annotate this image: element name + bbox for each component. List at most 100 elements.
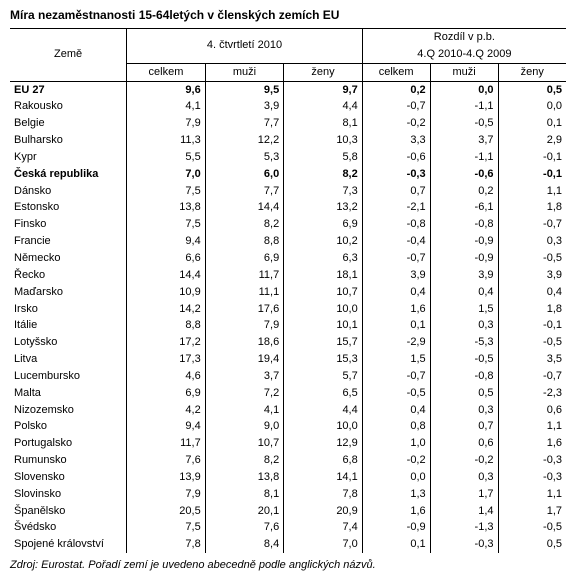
value-cell: 8,1 (205, 486, 284, 503)
value-cell: 3,9 (362, 267, 430, 284)
value-cell: -0,3 (498, 452, 566, 469)
value-cell: 8,8 (127, 317, 206, 334)
value-cell: 8,2 (284, 166, 363, 183)
value-cell: 6,9 (205, 250, 284, 267)
table-row: Finsko7,58,26,9-0,8-0,8-0,7 (10, 216, 566, 233)
table-header: Země 4. čtvrtletí 2010 Rozdíl v p.b. 4.Q… (10, 29, 566, 82)
value-cell: -1,3 (430, 519, 498, 536)
value-cell: -5,3 (430, 334, 498, 351)
value-cell: -0,7 (362, 368, 430, 385)
value-cell: 8,2 (205, 216, 284, 233)
value-cell: 1,1 (498, 418, 566, 435)
country-cell: Spojené království (10, 536, 127, 553)
value-cell: -0,3 (362, 166, 430, 183)
data-table: Země 4. čtvrtletí 2010 Rozdíl v p.b. 4.Q… (10, 28, 566, 553)
table-row: Estonsko13,814,413,2-2,1-6,11,8 (10, 199, 566, 216)
value-cell: 9,4 (127, 233, 206, 250)
value-cell: -0,7 (362, 98, 430, 115)
value-cell: 11,3 (127, 132, 206, 149)
value-cell: 3,9 (205, 98, 284, 115)
value-cell: 6,0 (205, 166, 284, 183)
country-cell: Irsko (10, 301, 127, 318)
value-cell: -0,5 (498, 519, 566, 536)
value-cell: 12,9 (284, 435, 363, 452)
value-cell: 6,9 (127, 385, 206, 402)
table-row: Spojené království7,88,47,00,1-0,30,5 (10, 536, 566, 553)
value-cell: 4,4 (284, 98, 363, 115)
value-cell: 7,2 (205, 385, 284, 402)
value-cell: 1,5 (362, 351, 430, 368)
value-cell: 7,8 (284, 486, 363, 503)
value-cell: -0,3 (498, 469, 566, 486)
col-zeny-1: ženy (284, 63, 363, 81)
value-cell: 1,6 (498, 435, 566, 452)
country-cell: EU 27 (10, 81, 127, 98)
value-cell: 7,0 (284, 536, 363, 553)
value-cell: 0,2 (362, 81, 430, 98)
col-group-diff-line1: Rozdíl v p.b. (362, 29, 566, 46)
value-cell: 13,9 (127, 469, 206, 486)
country-cell: Nizozemsko (10, 402, 127, 419)
value-cell: 0,6 (498, 402, 566, 419)
value-cell: -0,6 (430, 166, 498, 183)
value-cell: 10,7 (284, 284, 363, 301)
table-row: Řecko14,411,718,13,93,93,9 (10, 267, 566, 284)
table-row: Itálie8,87,910,10,10,3-0,1 (10, 317, 566, 334)
table-row: Maďarsko10,911,110,70,40,40,4 (10, 284, 566, 301)
country-cell: Rumunsko (10, 452, 127, 469)
col-group-q4-2010: 4. čtvrtletí 2010 (127, 29, 363, 64)
col-celkem-2: celkem (362, 63, 430, 81)
value-cell: 1,5 (430, 301, 498, 318)
value-cell: 10,3 (284, 132, 363, 149)
value-cell: 6,9 (284, 216, 363, 233)
value-cell: -0,5 (430, 115, 498, 132)
value-cell: 1,0 (362, 435, 430, 452)
country-cell: Rakousko (10, 98, 127, 115)
value-cell: 15,3 (284, 351, 363, 368)
col-muzi-1: muži (205, 63, 284, 81)
value-cell: 0,2 (430, 183, 498, 200)
col-group-diff-line2: 4.Q 2010-4.Q 2009 (362, 46, 566, 63)
value-cell: 7,3 (284, 183, 363, 200)
table-row: Německo6,66,96,3-0,7-0,9-0,5 (10, 250, 566, 267)
country-cell: Španělsko (10, 503, 127, 520)
table-row: Rakousko4,13,94,4-0,7-1,10,0 (10, 98, 566, 115)
value-cell: 0,1 (498, 115, 566, 132)
col-celkem-1: celkem (127, 63, 206, 81)
value-cell: 15,7 (284, 334, 363, 351)
country-cell: Bulharsko (10, 132, 127, 149)
value-cell: 9,6 (127, 81, 206, 98)
value-cell: 3,9 (498, 267, 566, 284)
value-cell: 20,5 (127, 503, 206, 520)
value-cell: 1,6 (362, 301, 430, 318)
value-cell: -0,8 (430, 368, 498, 385)
country-cell: Kypr (10, 149, 127, 166)
value-cell: 0,3 (430, 402, 498, 419)
value-cell: 7,0 (127, 166, 206, 183)
value-cell: -0,8 (362, 216, 430, 233)
value-cell: -0,5 (498, 334, 566, 351)
value-cell: 11,7 (127, 435, 206, 452)
value-cell: 11,1 (205, 284, 284, 301)
value-cell: 13,8 (127, 199, 206, 216)
value-cell: 7,5 (127, 183, 206, 200)
value-cell: 0,3 (498, 233, 566, 250)
value-cell: 5,8 (284, 149, 363, 166)
table-row: Česká republika7,06,08,2-0,3-0,6-0,1 (10, 166, 566, 183)
value-cell: -0,1 (498, 317, 566, 334)
value-cell: -0,5 (430, 351, 498, 368)
value-cell: 14,2 (127, 301, 206, 318)
value-cell: 4,1 (205, 402, 284, 419)
value-cell: 0,0 (430, 81, 498, 98)
value-cell: 10,7 (205, 435, 284, 452)
country-cell: Řecko (10, 267, 127, 284)
col-zeny-2: ženy (498, 63, 566, 81)
value-cell: 17,2 (127, 334, 206, 351)
col-country: Země (10, 29, 127, 82)
table-row: Rumunsko7,68,26,8-0,2-0,2-0,3 (10, 452, 566, 469)
value-cell: 7,9 (127, 486, 206, 503)
value-cell: 9,5 (205, 81, 284, 98)
country-cell: Finsko (10, 216, 127, 233)
value-cell: 9,4 (127, 418, 206, 435)
table-row: Litva17,319,415,31,5-0,53,5 (10, 351, 566, 368)
